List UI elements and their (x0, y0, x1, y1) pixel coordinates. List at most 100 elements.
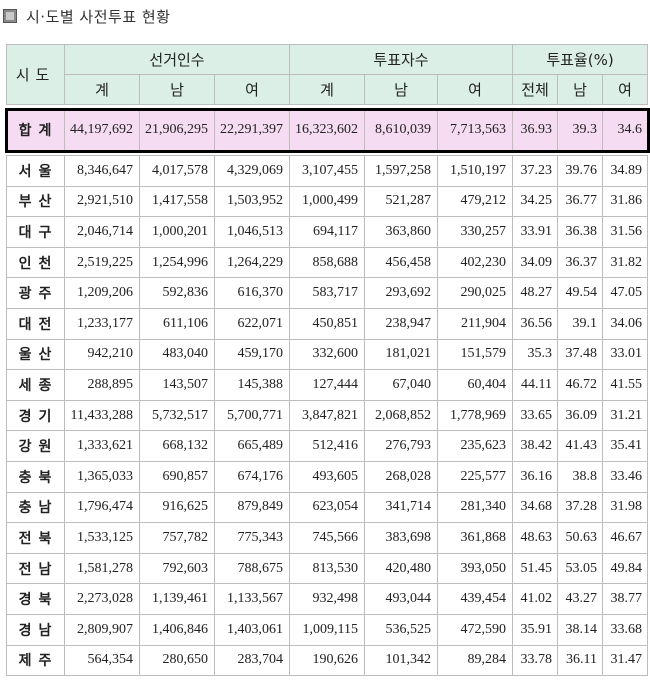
value-cell: 44.11 (512, 369, 558, 401)
value-cell: 48.27 (512, 277, 558, 309)
value-cell: 37.28 (557, 491, 603, 524)
value-cell: 33.01 (601, 338, 649, 371)
value-cell: 459,170 (214, 338, 290, 371)
header-region: 시도 (6, 44, 65, 105)
value-cell: 101,342 (364, 644, 438, 677)
value-cell: 50.63 (557, 522, 603, 554)
value-cell: 3,107,455 (289, 155, 365, 187)
header-group-electors: 선거인수 (64, 44, 290, 75)
value-cell: 16,323,602 (289, 109, 365, 151)
value-cell: 37.23 (512, 155, 558, 187)
value-cell: 22,291,397 (214, 109, 290, 151)
value-cell: 49.54 (557, 277, 603, 309)
value-cell: 493,605 (289, 460, 365, 493)
value-cell: 211,904 (437, 307, 513, 340)
value-cell: 7,713,563 (437, 109, 513, 151)
value-cell: 181,021 (364, 338, 438, 371)
value-cell: 616,370 (214, 277, 290, 309)
value-cell: 38.42 (512, 430, 558, 462)
table-row: 대전 1,233,177 611,106 622,071 450,851 238,947 2… (6, 307, 649, 340)
value-cell: 36.38 (557, 216, 603, 248)
value-cell: 1,209,206 (64, 277, 140, 309)
value-cell: 290,025 (437, 277, 513, 309)
value-cell: 2,921,510 (64, 185, 140, 218)
value-cell: 420,480 (364, 552, 438, 585)
header-electors-male: 남 (139, 74, 215, 105)
header-voters-total: 계 (289, 74, 365, 105)
value-cell: 623,054 (289, 491, 365, 524)
value-cell: 60,404 (437, 369, 513, 401)
value-cell: 43.27 (557, 583, 603, 615)
header-voters-female: 여 (437, 74, 513, 105)
value-cell: 439,454 (437, 583, 513, 615)
value-cell: 225,577 (437, 460, 513, 493)
value-cell: 238,947 (364, 307, 438, 340)
region-cell: 광주 (6, 277, 65, 309)
value-cell: 44,197,692 (64, 109, 140, 151)
value-cell: 39.3 (557, 109, 603, 151)
value-cell: 33.68 (601, 613, 649, 646)
value-cell: 35.3 (512, 338, 558, 371)
region-cell: 경남 (6, 613, 65, 646)
value-cell: 363,860 (364, 216, 438, 248)
value-cell: 127,444 (289, 369, 365, 401)
value-cell: 46.67 (601, 522, 649, 554)
value-cell: 1,254,996 (139, 246, 215, 279)
value-cell: 1,046,513 (214, 216, 290, 248)
value-cell: 2,068,852 (364, 399, 438, 432)
value-cell: 745,566 (289, 522, 365, 554)
region-cell: 서울 (6, 155, 65, 187)
value-cell: 536,525 (364, 613, 438, 646)
value-cell: 483,040 (139, 338, 215, 371)
value-cell: 21,906,295 (139, 109, 215, 151)
value-cell: 456,458 (364, 246, 438, 279)
value-cell: 38.8 (557, 460, 603, 493)
table-row: 경기 11,433,288 5,732,517 5,700,771 3,847,821 2… (6, 399, 649, 432)
early-voting-table-container: 시도 선거인수 투표자수 투표율(%) 계 남 여 계 남 여 전체 남 여 합… (4, 44, 650, 677)
value-cell: 341,714 (364, 491, 438, 524)
value-cell: 53.05 (557, 552, 603, 585)
value-cell: 5,732,517 (139, 399, 215, 432)
value-cell: 49.84 (601, 552, 649, 585)
value-cell: 37.48 (557, 338, 603, 371)
value-cell: 694,117 (289, 216, 365, 248)
value-cell: 1,365,033 (64, 460, 140, 493)
value-cell: 190,626 (289, 644, 365, 677)
value-cell: 31.86 (601, 185, 649, 218)
table-row-total: 합계 44,197,692 21,906,295 22,291,397 16,3… (4, 107, 650, 153)
value-cell: 8,346,647 (64, 155, 140, 187)
value-cell: 281,340 (437, 491, 513, 524)
value-cell: 916,625 (139, 491, 215, 524)
header-turnout-male: 남 (557, 74, 603, 105)
table-row: 부산 2,921,510 1,417,558 1,503,952 1,000,499 52… (6, 185, 649, 218)
value-cell: 1,000,201 (139, 216, 215, 248)
value-cell: 332,600 (289, 338, 365, 371)
value-cell: 3,847,821 (289, 399, 365, 432)
value-cell: 1,796,474 (64, 491, 140, 524)
value-cell: 402,230 (437, 246, 513, 279)
value-cell: 293,692 (364, 277, 438, 309)
value-cell: 89,284 (437, 644, 513, 677)
value-cell: 1,581,278 (64, 552, 140, 585)
region-cell: 세종 (6, 369, 65, 401)
value-cell: 34.6 (601, 109, 649, 151)
header-turnout-total: 전체 (512, 74, 558, 105)
value-cell: 2,273,028 (64, 583, 140, 615)
value-cell: 11,433,288 (64, 399, 140, 432)
value-cell: 31.21 (601, 399, 649, 432)
value-cell: 33.91 (512, 216, 558, 248)
value-cell: 38.77 (601, 583, 649, 615)
value-cell: 383,698 (364, 522, 438, 554)
value-cell: 1,597,258 (364, 155, 438, 187)
value-cell: 932,498 (289, 583, 365, 615)
value-cell: 2,809,907 (64, 613, 140, 646)
value-cell: 36.16 (512, 460, 558, 493)
value-cell: 668,132 (139, 430, 215, 462)
region-cell: 대전 (6, 307, 65, 340)
value-cell: 31.82 (601, 246, 649, 279)
value-cell: 31.47 (601, 644, 649, 677)
value-cell: 34.89 (601, 155, 649, 187)
value-cell: 521,287 (364, 185, 438, 218)
region-cell: 합계 (6, 109, 65, 151)
value-cell: 35.91 (512, 613, 558, 646)
